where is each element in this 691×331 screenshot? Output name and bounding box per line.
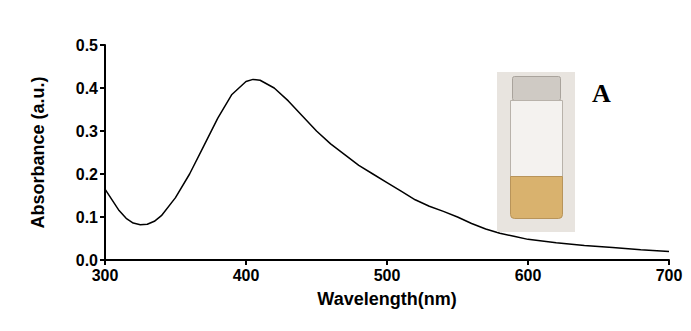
svg-text:Absorbance (a.u.): Absorbance (a.u.): [28, 76, 48, 228]
svg-text:0.3: 0.3: [76, 123, 98, 140]
svg-text:700: 700: [656, 267, 683, 284]
svg-text:0.1: 0.1: [76, 209, 98, 226]
svg-text:Wavelength(nm): Wavelength(nm): [317, 289, 456, 309]
svg-text:0.0: 0.0: [75, 251, 98, 269]
svg-text:600: 600: [515, 267, 542, 284]
svg-text:0.5: 0.5: [76, 37, 98, 54]
svg-text:0.2: 0.2: [76, 166, 98, 183]
svg-text:300: 300: [92, 267, 119, 284]
svg-text:A: A: [592, 79, 611, 108]
svg-text:500: 500: [374, 267, 401, 284]
svg-text:0.4: 0.4: [76, 80, 98, 97]
svg-text:400: 400: [233, 267, 260, 284]
